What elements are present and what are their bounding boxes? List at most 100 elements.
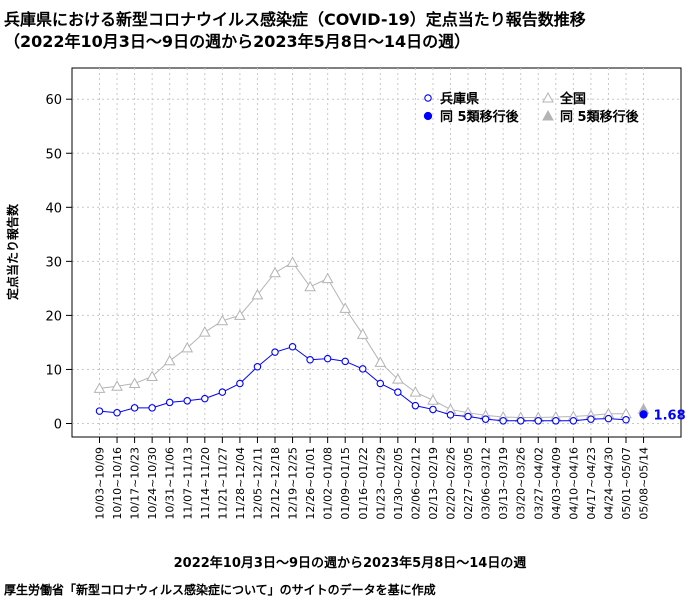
x-tick-label: 04/03~04/09 <box>550 447 563 520</box>
data-point <box>95 407 104 415</box>
data-point <box>323 354 332 363</box>
x-tick-label: 10/03~10/09 <box>94 447 107 520</box>
data-point <box>358 365 367 373</box>
legend-marker <box>424 94 432 102</box>
y-tick-label: 50 <box>45 147 62 162</box>
x-tick-label: 04/10~04/16 <box>567 447 580 520</box>
data-point <box>271 348 279 356</box>
x-tick-label: 10/10~10/16 <box>111 447 124 520</box>
data-point <box>304 280 316 292</box>
x-tick-label: 12/05~12/11 <box>251 447 264 520</box>
data-point <box>253 362 262 371</box>
x-tick-label: 12/26~01/01 <box>304 447 317 520</box>
x-tick-label: 04/17~04/23 <box>585 447 598 520</box>
x-tick-label: 10/17~10/23 <box>129 447 142 520</box>
data-point <box>321 272 334 284</box>
data-point <box>552 417 560 425</box>
data-point <box>622 415 630 424</box>
y-tick-label: 20 <box>45 309 62 324</box>
y-axis: 0 10 20 30 40 50 60 <box>45 93 73 433</box>
x-tick-label: 02/20~02/26 <box>445 447 458 520</box>
data-point <box>481 415 490 423</box>
source-note: 厚生労働省「新型コロナウィルス感染症について」のサイトのデータを基に作成 <box>4 583 436 597</box>
x-tick-label: 02/06~02/12 <box>409 447 422 520</box>
data-point <box>93 382 106 393</box>
data-point <box>587 415 595 423</box>
data-point <box>374 356 387 367</box>
data-point <box>409 386 422 397</box>
data-point <box>516 417 525 425</box>
data-point <box>181 341 194 353</box>
x-tick-label: 11/07~11/13 <box>181 447 194 520</box>
data-point <box>534 417 542 425</box>
data-point <box>128 377 141 389</box>
data-point <box>111 380 123 391</box>
x-tick-label: 10/24~10/30 <box>146 447 159 520</box>
data-point <box>356 328 369 339</box>
legend-marker <box>542 109 554 121</box>
data-point <box>339 302 352 313</box>
data-point <box>148 404 156 412</box>
data-point <box>269 266 281 278</box>
x-tick-label: 04/24~04/30 <box>602 447 615 520</box>
y-axis-label: 定点当たり報告数 <box>5 203 20 300</box>
x-tick-label: 12/12~12/18 <box>269 447 282 520</box>
x-tick-label: 01/16~01/22 <box>357 447 370 520</box>
data-point <box>446 411 455 419</box>
data-point <box>201 394 209 403</box>
legend: 兵庫県 全国同 5類移行後 同 5類移行後 <box>423 91 640 125</box>
y-tick-label: 0 <box>54 418 62 433</box>
data-point <box>216 314 229 326</box>
x-tick-label: 11/28~12/04 <box>234 447 247 520</box>
x-tick-label: 03/27~04/02 <box>532 447 545 520</box>
legend-marker <box>542 91 554 103</box>
legend-label: 兵庫県 <box>440 91 479 107</box>
x-tick-label: 11/14~11/20 <box>199 447 212 520</box>
x-tick-label: 01/09~01/15 <box>339 447 352 520</box>
x-tick-label: 03/06~03/12 <box>480 447 493 520</box>
data-point <box>183 397 192 405</box>
chart-title: 兵庫県における新型コロナウイルス感染症（COVID-19）定点当たり報告数推移 <box>4 10 586 29</box>
data-point <box>376 379 385 388</box>
legend-label: 同 5類移行後 <box>560 109 640 125</box>
legend-marker <box>423 111 433 121</box>
data-point <box>113 408 121 417</box>
data-point <box>288 342 297 351</box>
x-tick-label: 02/13~02/19 <box>427 447 440 520</box>
y-tick-label: 10 <box>45 363 62 378</box>
data-point <box>499 417 507 425</box>
data-point <box>163 354 176 366</box>
series-layer: 1.68 <box>93 256 686 425</box>
x-axis: 10/03~10/09 10/10~10/16 10/17~10/23 10/24~1… <box>94 436 651 520</box>
data-point <box>464 412 472 421</box>
data-point <box>198 326 211 337</box>
legend-label: 全国 <box>559 91 586 107</box>
data-point <box>427 394 439 405</box>
x-tick-label: 05/01~05/07 <box>620 447 633 520</box>
data-point <box>392 373 404 384</box>
legend-label: 同 5類移行後 <box>440 109 520 125</box>
y-tick-label: 40 <box>45 201 62 216</box>
x-tick-label: 03/13~03/19 <box>497 447 510 520</box>
x-tick-label: 03/20~03/26 <box>515 447 528 520</box>
data-point <box>146 370 158 381</box>
data-point <box>306 355 314 364</box>
data-point <box>236 379 244 388</box>
chart-subtitle: （2022年10月3日〜9日の週から2023年5月8日〜14日の週） <box>4 32 471 51</box>
data-point <box>341 357 349 366</box>
x-tick-label: 01/30~02/05 <box>392 447 405 520</box>
data-point <box>251 288 264 300</box>
x-axis-label: 2022年10月3日〜9日の週から2023年5月8日〜14日の週 <box>173 556 527 571</box>
data-point <box>429 405 437 414</box>
data-point <box>165 398 174 407</box>
y-tick-label: 30 <box>45 255 62 270</box>
data-point <box>234 309 246 320</box>
x-tick-label: 11/21~11/27 <box>216 447 229 520</box>
data-point <box>604 414 613 423</box>
x-tick-label: 10/31~11/06 <box>164 447 177 520</box>
data-point <box>639 410 648 419</box>
x-tick-label: 01/23~01/29 <box>374 447 387 520</box>
data-point <box>286 256 299 267</box>
y-tick-label: 60 <box>45 93 62 108</box>
